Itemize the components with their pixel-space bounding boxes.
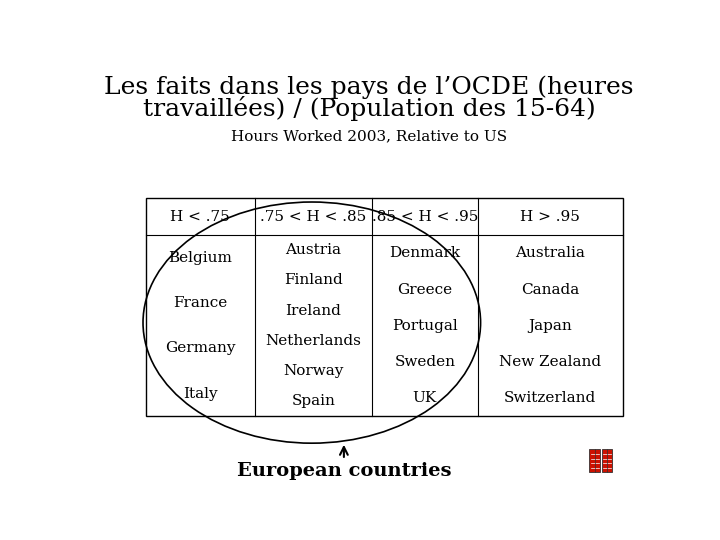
Text: Portugal: Portugal	[392, 319, 458, 333]
Bar	[590, 449, 600, 472]
Text: travaillées) / (Population des 15-64): travaillées) / (Population des 15-64)	[143, 96, 595, 121]
Text: Sweden: Sweden	[395, 355, 455, 369]
Text: UK: UK	[413, 391, 437, 405]
Text: Finland: Finland	[284, 273, 343, 287]
Text: H < .75: H < .75	[171, 210, 230, 224]
Bar	[602, 449, 612, 472]
Text: Japan: Japan	[528, 319, 572, 333]
Text: Hours Worked 2003, Relative to US: Hours Worked 2003, Relative to US	[231, 129, 507, 143]
Text: Italy: Italy	[183, 387, 217, 401]
Text: Austria: Austria	[285, 244, 341, 258]
Text: Netherlands: Netherlands	[265, 334, 361, 348]
Text: H > .95: H > .95	[521, 210, 580, 224]
Text: .75 < H < .85: .75 < H < .85	[260, 210, 366, 224]
Text: Switzerland: Switzerland	[504, 391, 596, 405]
Text: New Zealand: New Zealand	[499, 355, 601, 369]
Bar	[145, 198, 623, 416]
Text: Spain: Spain	[292, 394, 335, 408]
Text: Australia: Australia	[516, 246, 585, 260]
Text: Les faits dans les pays de l’OCDE (heures: Les faits dans les pays de l’OCDE (heure…	[104, 75, 634, 99]
Text: Denmark: Denmark	[390, 246, 460, 260]
Text: Belgium: Belgium	[168, 251, 232, 265]
Text: Canada: Canada	[521, 282, 580, 296]
Text: Greece: Greece	[397, 282, 452, 296]
Text: European countries: European countries	[237, 462, 451, 480]
Text: Germany: Germany	[165, 341, 235, 355]
Text: France: France	[173, 296, 228, 310]
Text: .85 < H < .95: .85 < H < .95	[372, 210, 478, 224]
Text: Ireland: Ireland	[285, 303, 341, 318]
Text: Norway: Norway	[283, 364, 343, 378]
